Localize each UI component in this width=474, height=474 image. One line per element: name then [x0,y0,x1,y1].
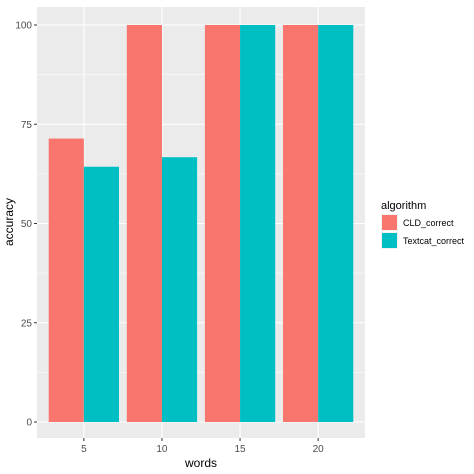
y-axis-ticks: 0 25 50 75 100 [15,21,37,429]
legend-title: algorithm [381,200,426,212]
bar-cld-correct-15 [204,25,241,422]
bar-textcat-correct-5 [83,166,119,422]
legend-swatch [382,215,397,230]
bar-textcat-correct-20 [318,25,354,422]
x-tick-label: 5 [81,444,87,455]
y-tick-label: 100 [15,21,32,32]
y-tick-label: 25 [21,318,33,329]
y-tick-label: 0 [26,418,32,429]
x-tick-label: 10 [156,444,168,455]
x-tick-label: 20 [313,444,325,455]
x-axis-ticks: 5 10 15 20 [81,438,324,455]
bar-textcat-correct-10 [161,157,198,423]
y-tick-label: 75 [21,120,33,131]
bar-cld-correct-20 [283,25,319,422]
y-tick-label: 50 [21,219,33,230]
legend-items: CLD_correct Textcat_correct [381,214,465,249]
x-axis-title: words [184,456,217,470]
legend-label: CLD_correct [403,218,454,228]
bar-cld-correct-10 [126,25,162,422]
bars [48,25,354,423]
legend: algorithm CLD_correct Textcat_correct [381,200,465,249]
legend-swatch [382,233,397,248]
bar-cld-correct-5 [48,138,84,423]
x-tick-label: 15 [234,444,246,455]
legend-label: Textcat_correct [403,236,465,246]
y-axis-title: accuracy [2,198,16,246]
bar-textcat-correct-15 [240,25,276,422]
